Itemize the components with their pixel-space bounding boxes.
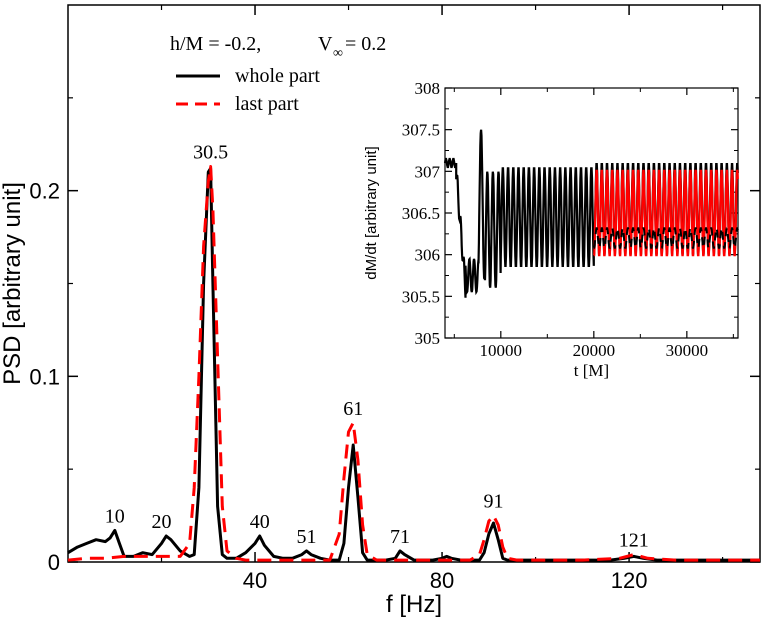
main-plot: 40 80 120 0 0.1 0.2 f [Hz] PSD [arbitrary unit]… bbox=[0, 4, 761, 618]
inset-series-whole-part-overlay bbox=[593, 227, 739, 249]
inset-x-tick-label: 10000 bbox=[480, 341, 523, 360]
inset-x-tick-label: 20000 bbox=[573, 341, 616, 360]
legend-label-whole-part: whole part bbox=[235, 65, 320, 87]
peak-label: 91 bbox=[483, 491, 503, 513]
peak-label: 20 bbox=[152, 511, 172, 533]
v-annotation: V bbox=[318, 33, 333, 55]
x-axis-title: f [Hz] bbox=[386, 591, 442, 618]
y-axis-title: PSD [arbitrary unit] bbox=[0, 182, 26, 385]
inset-y-tick-label: 306 bbox=[415, 246, 441, 265]
inset-series-last-part bbox=[593, 169, 739, 257]
peak-label: 61 bbox=[343, 398, 363, 420]
inset-y-tick-label: 305.5 bbox=[402, 287, 440, 306]
parameter-annotation: h/M = -0.2, V ∞ = 0.2 bbox=[170, 33, 386, 61]
inset-y-tick-label: 307 bbox=[415, 162, 441, 181]
inset-y-tick-label: 308 bbox=[415, 79, 441, 98]
x-tick-label: 40 bbox=[243, 568, 267, 593]
peak-label: 40 bbox=[250, 511, 270, 533]
v-subscript: ∞ bbox=[333, 46, 343, 61]
peak-label: 51 bbox=[296, 526, 316, 548]
inset-y-tick-label: 305 bbox=[415, 329, 441, 348]
inset-y-tick-label: 306.5 bbox=[402, 204, 440, 223]
inset-y-axis-title: dM/dt [arbitrary unit] bbox=[363, 146, 380, 279]
peak-label: 30.5 bbox=[193, 142, 228, 164]
peak-label: 10 bbox=[105, 505, 125, 527]
peak-label: 121 bbox=[619, 530, 649, 552]
y-tick-label: 0 bbox=[48, 550, 60, 575]
series-whole-part bbox=[67, 166, 760, 562]
inset-plot: 10000 20000 30000 305 305.5 306 306.5 307 307.5 3… bbox=[363, 79, 739, 380]
x-tick-label: 120 bbox=[611, 568, 648, 593]
inset-x-tick-label: 30000 bbox=[666, 341, 709, 360]
x-tick-label: 80 bbox=[430, 568, 454, 593]
inset-y-tick-label: 307.5 bbox=[402, 121, 440, 140]
y-tick-label: 0.2 bbox=[29, 179, 60, 204]
legend-label-last-part: last part bbox=[235, 93, 299, 115]
peak-label: 71 bbox=[390, 526, 410, 548]
legend: whole part last part bbox=[176, 65, 320, 115]
inset-x-axis-title: t [M] bbox=[574, 361, 609, 380]
y-tick-label: 0.1 bbox=[29, 364, 60, 389]
series-last-part bbox=[67, 165, 760, 562]
h-annotation: h/M = -0.2, bbox=[170, 33, 261, 55]
v-value: = 0.2 bbox=[345, 33, 386, 55]
